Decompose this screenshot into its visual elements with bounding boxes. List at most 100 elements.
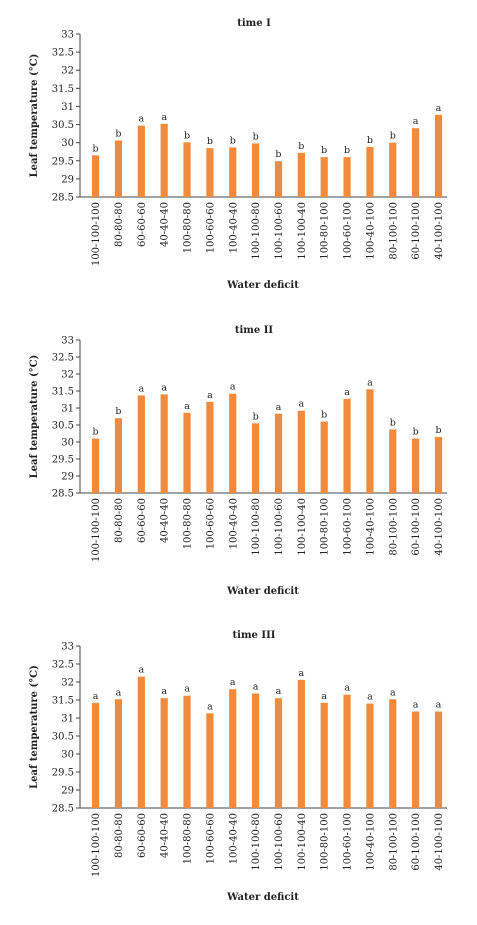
y-axis-label: Leaf temperature (°C) xyxy=(29,54,40,178)
significance-label: b xyxy=(115,406,121,417)
bar xyxy=(343,157,351,197)
x-tick-label: 100-80-100 xyxy=(320,202,331,260)
x-tick-label: 100-80-80 xyxy=(183,202,194,253)
bar xyxy=(434,436,443,493)
y-tick-label: 30 xyxy=(61,138,74,149)
bar xyxy=(206,713,214,808)
y-tick-label: 29.5 xyxy=(52,768,74,779)
significance-label: b xyxy=(184,130,190,141)
x-tick-label: 40-40-40 xyxy=(160,813,171,858)
y-tick-label: 33 xyxy=(61,642,74,653)
x-tick-label: 100-100-40 xyxy=(297,498,308,556)
x-axis-label: Water deficit xyxy=(226,586,299,597)
x-tick-label: 100-40-40 xyxy=(228,498,239,549)
x-tick-label: 100-100-40 xyxy=(297,202,308,260)
y-tick-label: 28.5 xyxy=(52,804,74,815)
significance-label: a xyxy=(230,677,236,688)
x-tick-label: 100-40-40 xyxy=(228,202,239,253)
significance-label: b xyxy=(367,135,373,146)
x-tick-label: 80-80-80 xyxy=(114,202,125,247)
chart-title: time III xyxy=(233,630,276,641)
x-tick-label: 60-100-100 xyxy=(411,202,422,260)
x-tick-label: 100-100-80 xyxy=(251,202,262,260)
x-tick-label: 100-100-40 xyxy=(297,813,308,871)
bar xyxy=(274,698,283,808)
chart-title: time I xyxy=(237,18,271,29)
bar xyxy=(137,676,145,808)
significance-label: a xyxy=(207,390,213,401)
bar xyxy=(229,147,237,197)
y-tick-label: 28.5 xyxy=(52,489,74,500)
bar xyxy=(160,394,168,493)
y-tick-label: 32.5 xyxy=(52,353,74,364)
significance-label: a xyxy=(436,103,442,114)
bar xyxy=(389,699,397,808)
y-tick-label: 29.5 xyxy=(52,455,74,466)
bar xyxy=(274,161,283,197)
chart-panel-2: time II Leaf temperature (°C) 33 32.5 32 31.5… xyxy=(29,325,447,597)
significance-label: b xyxy=(413,427,419,438)
y-tick-label: 33 xyxy=(61,30,74,41)
significance-label: a xyxy=(93,691,99,702)
bar xyxy=(366,703,374,808)
significance-label: b xyxy=(93,143,99,154)
bar xyxy=(366,389,374,493)
y-tick-label: 31 xyxy=(61,102,74,113)
y-tick-label: 30.5 xyxy=(52,421,74,432)
significance-label: b xyxy=(115,128,121,139)
x-tick-label: 80-100-100 xyxy=(388,813,399,871)
x-tick-label: 100-100-80 xyxy=(251,813,262,871)
bar xyxy=(412,438,420,493)
significance-label: a xyxy=(276,402,282,413)
significance-label: a xyxy=(184,684,190,695)
x-tick-label: 100-100-60 xyxy=(274,498,285,556)
y-tick-label: 31.5 xyxy=(52,387,74,398)
significance-label: b xyxy=(390,131,396,142)
bar xyxy=(92,155,100,197)
chart-title: time II xyxy=(235,325,274,336)
x-tick-label: 100-60-60 xyxy=(205,202,216,253)
x-tick-label: 100-60-60 xyxy=(205,498,216,549)
bar xyxy=(114,418,123,493)
y-tick-label: 29.5 xyxy=(52,156,74,167)
y-tick-label: 31 xyxy=(61,404,74,415)
significance-label: a xyxy=(276,686,282,697)
x-tick-label: 80-80-80 xyxy=(114,813,125,858)
x-tick-label: 40-100-100 xyxy=(434,202,445,260)
x-tick-label: 100-100-100 xyxy=(91,202,102,266)
bar xyxy=(434,114,443,197)
bar xyxy=(297,679,305,808)
x-tick-label: 80-100-100 xyxy=(388,202,399,260)
bar xyxy=(160,123,168,197)
bar xyxy=(206,148,214,197)
x-tick-label: 100-40-100 xyxy=(365,498,376,556)
bar xyxy=(412,128,420,197)
y-tick-label: 30.5 xyxy=(52,732,74,743)
x-tick-label: 100-100-60 xyxy=(274,813,285,871)
significance-label: a xyxy=(413,116,419,127)
x-tick-label: 100-100-100 xyxy=(91,813,102,877)
significance-label: b xyxy=(298,141,304,152)
x-tick-label: 100-60-100 xyxy=(343,813,354,871)
y-tick-label: 31 xyxy=(61,714,74,725)
bar xyxy=(229,689,237,808)
x-tick-label: 40-40-40 xyxy=(160,202,171,247)
bar xyxy=(114,140,123,197)
x-tick-label: 100-60-100 xyxy=(343,202,354,260)
significance-label: b xyxy=(321,145,327,156)
significance-label: a xyxy=(253,682,259,693)
bar xyxy=(252,143,260,197)
bar xyxy=(137,125,145,197)
significance-label: b xyxy=(230,135,236,146)
significance-label: a xyxy=(321,691,327,702)
y-tick-label: 30 xyxy=(61,438,74,449)
significance-label: a xyxy=(299,668,305,679)
bar xyxy=(229,393,237,493)
x-tick-label: 80-100-100 xyxy=(388,498,399,556)
significance-label: b xyxy=(207,136,213,147)
significance-label: a xyxy=(436,700,442,711)
bar xyxy=(114,699,123,808)
bar xyxy=(412,711,420,808)
bar xyxy=(297,410,305,493)
significance-label: a xyxy=(344,387,350,398)
